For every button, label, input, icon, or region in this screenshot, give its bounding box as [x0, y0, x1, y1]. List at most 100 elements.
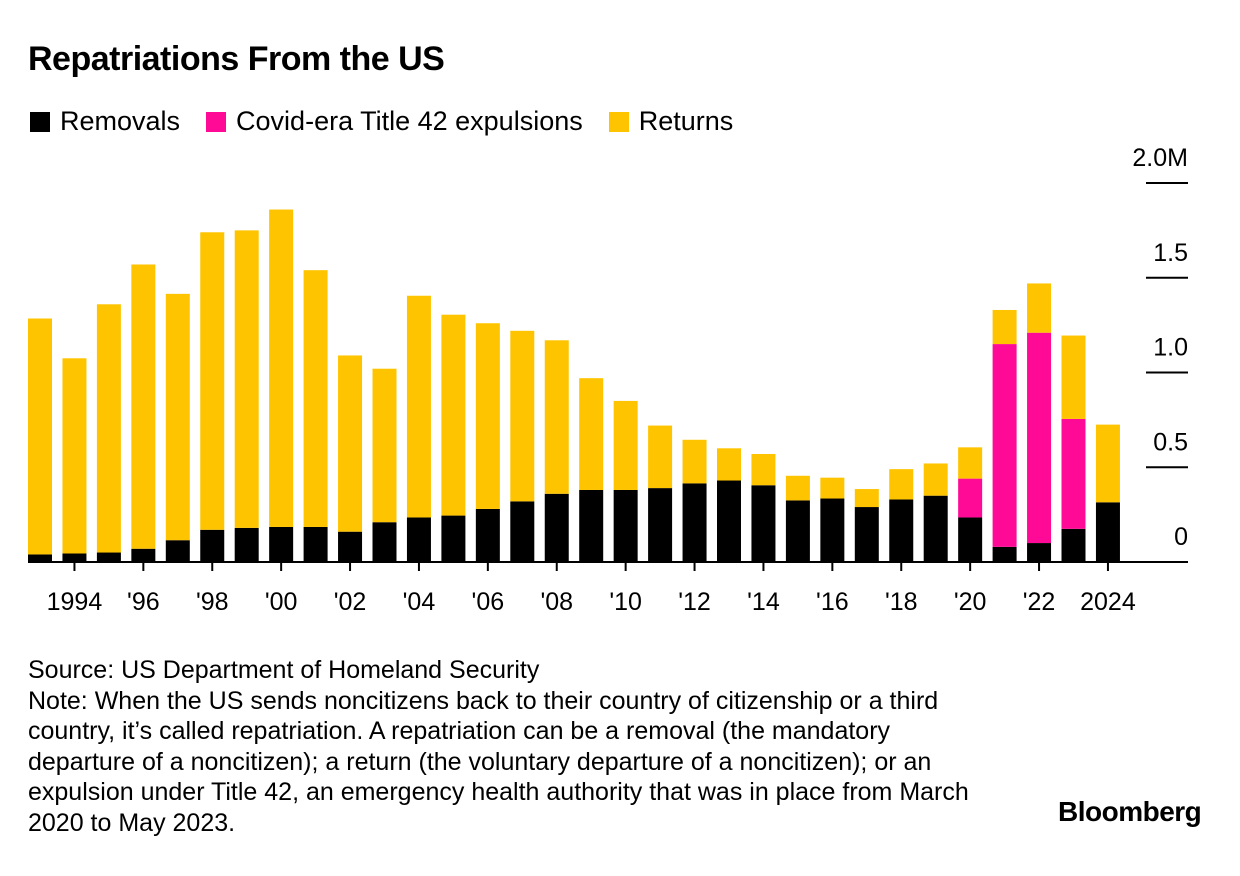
y-tick-label-3: 1.5	[1153, 239, 1188, 267]
bar-2010-removals	[613, 489, 638, 562]
bar-2004-removals	[406, 517, 431, 562]
bar-1999-removals	[234, 527, 259, 562]
bar-2016-removals	[820, 498, 845, 562]
bar-2001-removals	[303, 526, 328, 562]
y-tick-label-2: 1.0	[1153, 334, 1188, 362]
x-tick-label-27: '20	[954, 588, 987, 616]
x-tick-label-3: '96	[127, 588, 160, 616]
legend-item-title42: Covid-era Title 42 expulsions	[206, 106, 583, 137]
bar-2006-returns	[475, 323, 500, 509]
bar-2022-removals	[1027, 543, 1052, 562]
x-tick-label-13: '06	[472, 588, 505, 616]
x-tick-label-1: 1994	[47, 588, 103, 616]
bar-2021-returns	[992, 309, 1017, 345]
bar-2000-returns	[269, 209, 294, 527]
bar-2000-removals	[269, 526, 294, 562]
bar-2020-removals	[958, 517, 983, 562]
x-tick-label-17: '10	[609, 588, 642, 616]
bar-2018-returns	[889, 469, 914, 500]
bar-2019-returns	[923, 463, 948, 496]
legend-label-title42: Covid-era Title 42 expulsions	[236, 106, 583, 136]
x-tick-label-7: '00	[265, 588, 298, 616]
bar-2014-removals	[751, 485, 776, 562]
bar-2022-covid-era-title-42-expulsions	[1027, 332, 1052, 544]
bar-2014-returns	[751, 453, 776, 486]
bar-1998-removals	[200, 529, 225, 562]
bar-1994-returns	[62, 358, 87, 554]
bar-2024-returns	[1095, 424, 1120, 503]
bar-1999-returns	[234, 230, 259, 528]
bar-2001-returns	[303, 270, 328, 527]
bar-chart: 0 0.5 1.0 1.5 2.0M 1994 '96 '98 '00 '02 '04 '06 '08 '…	[28, 144, 1188, 616]
bar-2023-removals	[1061, 528, 1086, 562]
bar-2006-removals	[475, 508, 500, 562]
bar-2021-covid-era-title-42-expulsions	[992, 344, 1017, 547]
y-tick-label-4: 2.0M	[1132, 144, 1188, 172]
legend-label-removals: Removals	[60, 106, 181, 136]
x-tick-label-29: '22	[1023, 588, 1056, 616]
source-text: Source: US Department of Homeland Securi…	[28, 656, 540, 684]
bar-2017-removals	[854, 507, 879, 562]
bar-2020-returns	[958, 447, 983, 479]
bar-2007-removals	[510, 501, 535, 562]
legend: Removals Covid-era Title 42 expulsions R…	[30, 106, 759, 137]
chart-title: Repatriations From the US	[28, 40, 445, 78]
bar-1997-removals	[165, 540, 190, 562]
bar-2018-removals	[889, 499, 914, 562]
bar-2008-returns	[544, 340, 569, 494]
x-tick-label-25: '18	[885, 588, 918, 616]
bar-1993-returns	[28, 318, 52, 555]
bar-2003-returns	[372, 368, 397, 523]
bar-1996-returns	[131, 264, 156, 549]
bar-2005-removals	[441, 515, 466, 562]
bar-1995-removals	[96, 552, 121, 562]
bloomberg-logo: Bloomberg	[1058, 796, 1202, 827]
bar-2008-removals	[544, 493, 569, 562]
bar-2011-returns	[648, 425, 673, 489]
bar-2013-removals	[717, 480, 741, 562]
bar-2004-returns	[406, 295, 431, 518]
bar-1994-removals	[62, 553, 87, 562]
bar-2013-returns	[717, 448, 741, 481]
bar-2009-returns	[579, 378, 604, 490]
bar-2011-removals	[648, 488, 673, 562]
y-tick-label-1: 0.5	[1153, 428, 1188, 456]
legend-item-removals: Removals	[30, 106, 180, 137]
bar-2007-returns	[510, 330, 535, 502]
legend-swatch-returns	[608, 111, 629, 132]
x-tick-label-21: '14	[747, 588, 780, 616]
bar-2015-returns	[785, 475, 810, 501]
bar-2016-returns	[820, 477, 845, 499]
bar-2002-removals	[338, 531, 363, 562]
x-tick-label-23: '16	[816, 588, 849, 616]
bar-2017-returns	[854, 489, 879, 508]
bar-2003-removals	[372, 522, 397, 562]
bar-2020-covid-era-title-42-expulsions	[958, 478, 983, 518]
x-tick-label-11: '04	[403, 588, 436, 616]
legend-item-returns: Returns	[608, 106, 734, 137]
bar-2019-removals	[923, 495, 948, 562]
bar-2005-returns	[441, 314, 466, 516]
y-tick-label-0: 0	[1174, 523, 1188, 551]
bar-2015-removals	[785, 500, 810, 562]
bar-2009-removals	[579, 489, 604, 562]
bar-2012-removals	[682, 483, 707, 562]
bar-2012-returns	[682, 439, 707, 484]
x-tick-label-31: 2024	[1080, 588, 1136, 616]
note-text: Note: When the US sends noncitizens back…	[28, 686, 969, 837]
bar-2023-returns	[1061, 335, 1086, 419]
bar-2023-covid-era-title-42-expulsions	[1061, 418, 1086, 529]
bar-2002-returns	[338, 355, 363, 532]
x-tick-label-5: '98	[196, 588, 229, 616]
bar-1996-removals	[131, 548, 156, 562]
bar-2022-returns	[1027, 283, 1052, 333]
bar-1993-removals	[28, 554, 52, 562]
bar-2010-returns	[613, 400, 638, 490]
legend-swatch-removals	[30, 111, 50, 132]
chart-footer: Source: US Department of Homeland Securi…	[28, 655, 988, 838]
x-tick-label-9: '02	[334, 588, 367, 616]
bar-2021-removals	[992, 546, 1017, 562]
legend-label-returns: Returns	[638, 106, 734, 136]
bar-1997-returns	[165, 293, 190, 541]
x-tick-label-19: '12	[678, 588, 711, 616]
